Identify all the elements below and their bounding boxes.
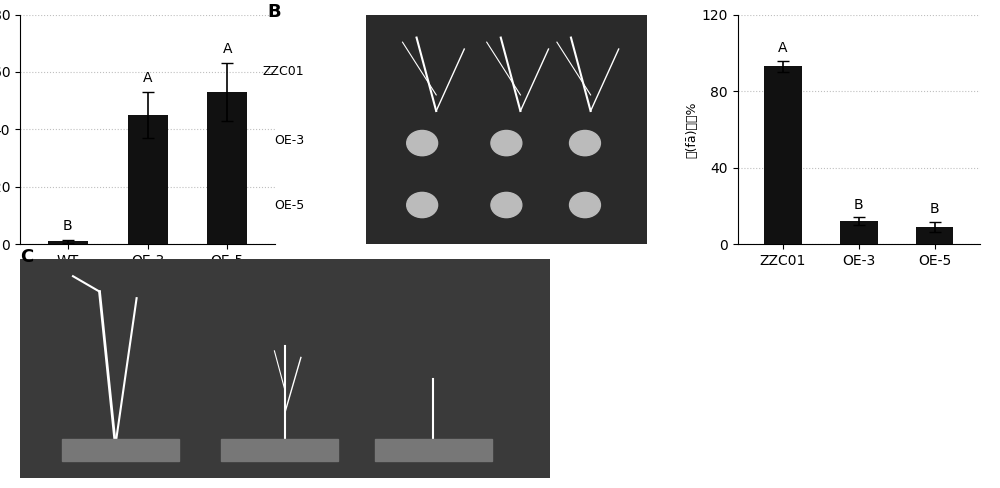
Text: A: A [143, 71, 152, 85]
Text: A: A [778, 41, 788, 55]
Text: A: A [223, 42, 232, 56]
Text: B: B [63, 219, 73, 233]
Circle shape [407, 192, 438, 218]
Bar [48, 241, 88, 244]
Circle shape [570, 192, 600, 218]
Bar [62, 439, 179, 461]
Circle shape [491, 192, 522, 218]
Bar [207, 92, 247, 244]
Bar [221, 439, 338, 461]
Text: ZZC01: ZZC01 [263, 65, 304, 79]
Circle shape [491, 130, 522, 156]
Y-axis label: 發(fā)芽率%: 發(fā)芽率% [686, 101, 699, 158]
Text: OE-3: OE-3 [274, 134, 304, 147]
Bar [916, 227, 953, 244]
Text: B: B [268, 3, 281, 21]
Bar [840, 221, 878, 244]
Bar [128, 115, 168, 244]
Bar [375, 439, 492, 461]
Text: B: B [854, 198, 864, 211]
Circle shape [407, 130, 438, 156]
Text: OE-5: OE-5 [274, 199, 304, 211]
Bar [764, 66, 802, 244]
Text: B: B [930, 203, 939, 216]
Circle shape [570, 130, 600, 156]
Text: C: C [20, 247, 33, 265]
